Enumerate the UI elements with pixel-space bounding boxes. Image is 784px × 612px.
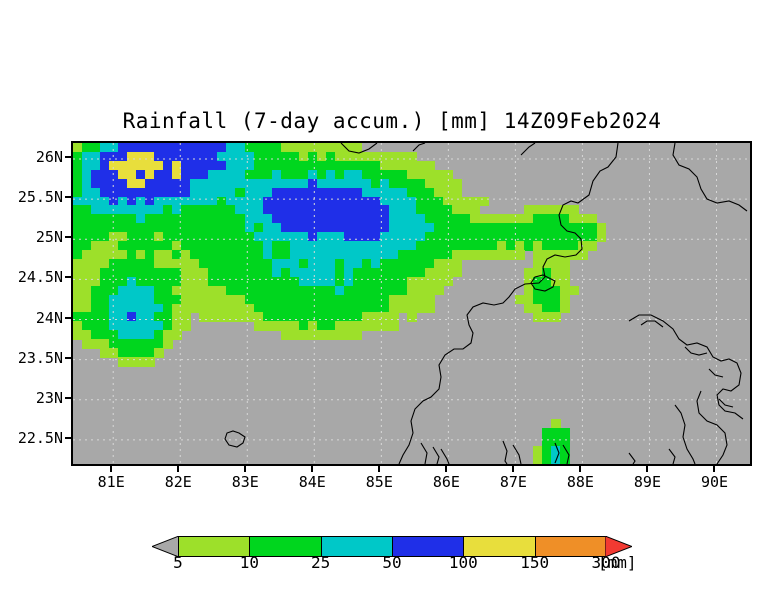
colorbar-tick-label: 50 (382, 553, 402, 572)
y-axis-tick (65, 356, 71, 359)
y-axis-label: 23.5N (17, 348, 63, 367)
colorbar-tick-label: 150 (520, 553, 550, 572)
y-axis-tick (65, 156, 71, 159)
colorbar-tick-label: 25 (311, 553, 331, 572)
x-axis-tick (646, 466, 649, 472)
colorbar-tick-label: 300 (591, 553, 621, 572)
y-axis-tick (65, 196, 71, 199)
colorbar-right-arrow (605, 536, 632, 557)
x-axis-tick (311, 466, 314, 472)
y-axis-label: 23N (35, 388, 63, 407)
map-plot-area (71, 141, 752, 466)
rainfall-raster (73, 143, 750, 464)
y-axis-label: 24N (35, 308, 63, 327)
x-axis-label: 90E (700, 473, 729, 491)
x-axis-label: 85E (365, 473, 393, 491)
y-axis-tick (65, 396, 71, 399)
y-axis-label: 26N (35, 148, 63, 167)
y-axis-tick (65, 316, 71, 319)
y-axis-tick (65, 436, 71, 439)
x-axis-label: 86E (432, 473, 460, 491)
x-axis-label: 87E (499, 473, 527, 491)
x-axis-label: 88E (566, 473, 594, 491)
colorbar (152, 536, 632, 557)
x-axis-label: 83E (231, 473, 259, 491)
x-axis-tick (177, 466, 180, 472)
colorbar-tick-label: 100 (448, 553, 478, 572)
x-axis-label: 89E (633, 473, 661, 491)
x-axis-tick (378, 466, 381, 472)
x-axis-label: 81E (97, 473, 125, 491)
coastline-and-borders (224, 143, 748, 464)
grid-lines (73, 143, 750, 464)
y-axis-label: 24.5N (17, 268, 63, 287)
x-axis-label: 84E (298, 473, 326, 491)
y-axis-tick (65, 276, 71, 279)
x-axis-tick (445, 466, 448, 472)
colorbar-tick-label: 5 (173, 553, 183, 572)
x-axis-tick (713, 466, 716, 472)
chart-title: Rainfall (7-day accum.) [mm] 14Z09Feb202… (122, 109, 662, 133)
colorbar-left-arrow (152, 536, 179, 557)
colorbar-tick-label: 10 (239, 553, 259, 572)
y-axis-label: 25.5N (17, 188, 63, 207)
y-axis-tick (65, 236, 71, 239)
x-axis-tick (579, 466, 582, 472)
colorbar-unit-label: [mm] (598, 553, 637, 572)
y-axis-label: 22.5N (17, 428, 63, 447)
x-axis-tick (512, 466, 515, 472)
x-axis-label: 82E (164, 473, 192, 491)
x-axis-tick (110, 466, 113, 472)
x-axis-tick (244, 466, 247, 472)
y-axis-label: 25N (35, 228, 63, 247)
